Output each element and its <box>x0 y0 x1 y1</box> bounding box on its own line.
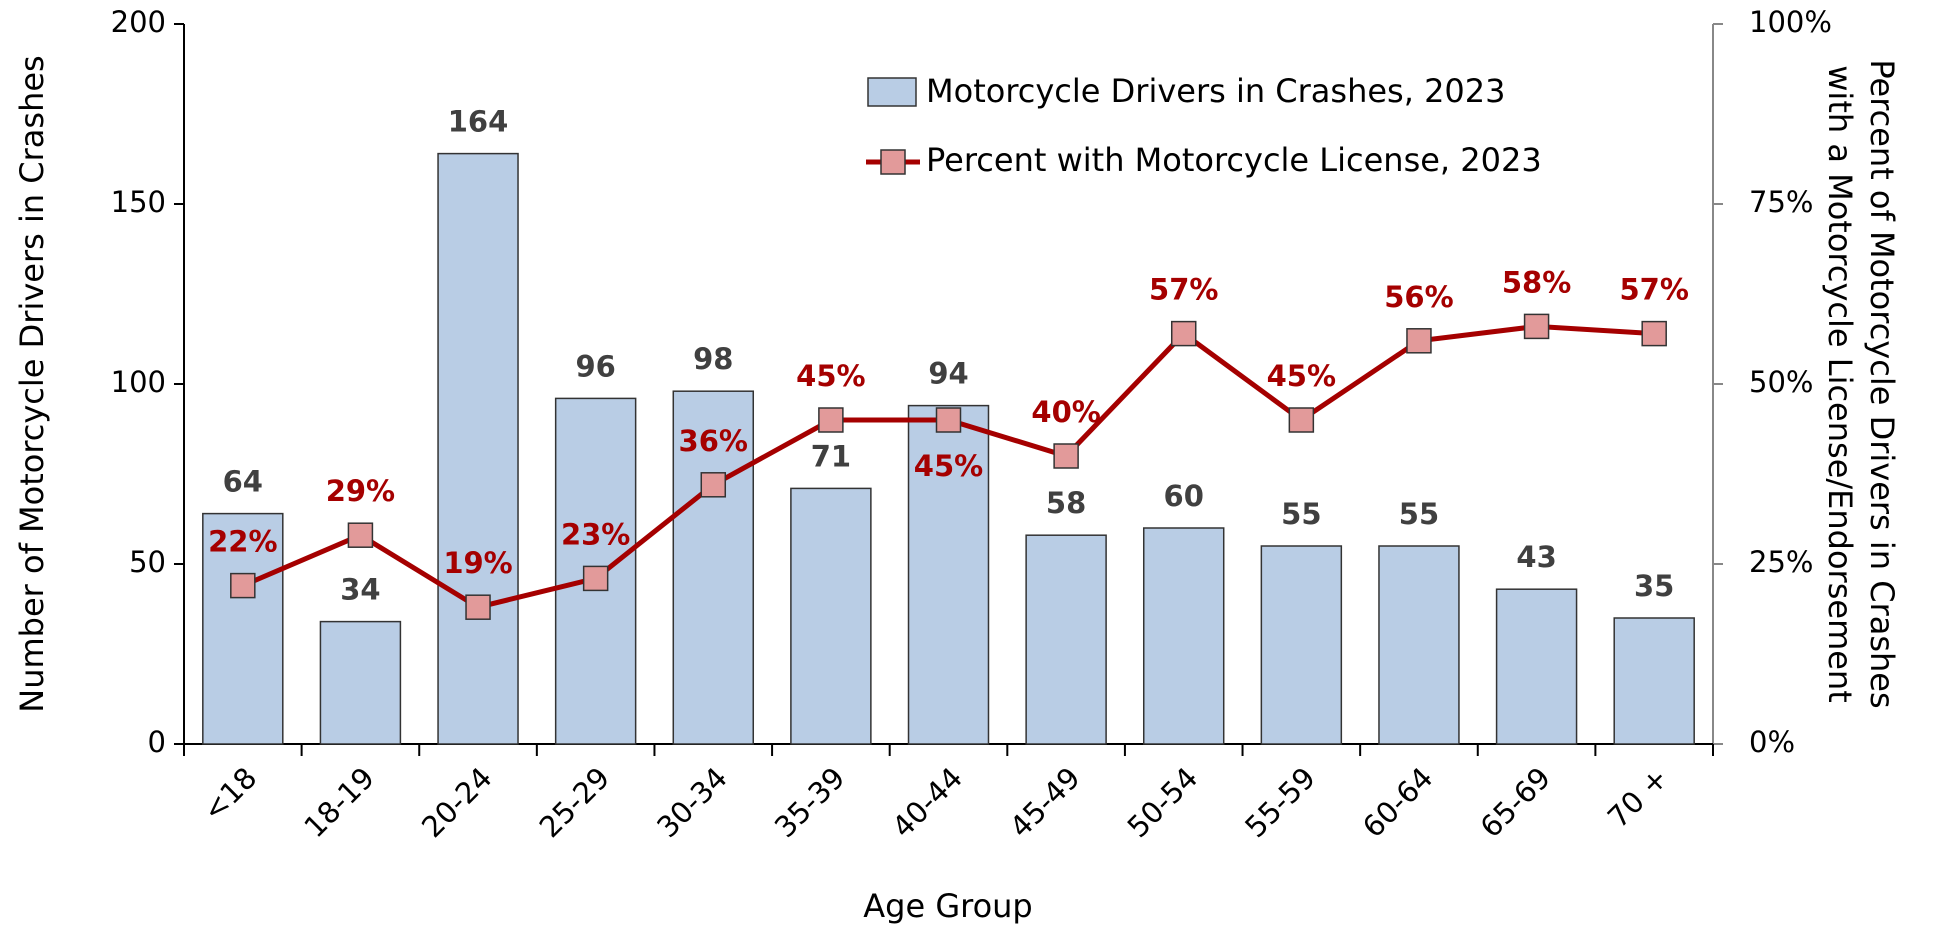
bar <box>1142 527 1225 745</box>
y-tick-label: 0 <box>148 725 166 759</box>
line-value-label: 19% <box>443 546 512 580</box>
bar <box>1613 617 1695 745</box>
x-tick-label: 70 + <box>1601 761 1675 835</box>
x-tick-label: 60-64 <box>1356 761 1440 845</box>
bar-value-label: 34 <box>340 573 380 607</box>
line-value-label: 40% <box>1031 395 1100 429</box>
bar <box>1025 534 1107 745</box>
x-tick-label: 30-34 <box>650 761 734 845</box>
line-marker <box>1170 320 1197 347</box>
x-tick-label: 50-54 <box>1121 761 1205 845</box>
line-value-label: 45% <box>914 449 983 483</box>
y-tick-label: 150 <box>111 185 166 219</box>
y-tick-label: 100 <box>111 365 166 399</box>
legend-label: Motorcycle Drivers in Crashes, 2023 <box>926 72 1506 110</box>
line-value-label: 29% <box>326 474 395 508</box>
bar <box>1260 545 1343 745</box>
bar-value-label: 98 <box>693 342 733 376</box>
line-value-label: 57% <box>1619 273 1688 307</box>
line-value-label: 23% <box>561 517 630 551</box>
bar-value-label: 60 <box>1164 479 1204 513</box>
y-tick-label: 200 <box>111 5 166 39</box>
line-marker <box>465 594 491 620</box>
line-marker <box>700 472 727 498</box>
legend-marker <box>880 149 906 175</box>
line-marker <box>1053 443 1079 469</box>
x-axis-label: Age Group <box>863 887 1032 925</box>
line-marker <box>935 407 962 433</box>
bar <box>1378 545 1460 745</box>
bar <box>672 390 755 745</box>
legend-label: Percent with Motorcycle License, 2023 <box>926 141 1542 179</box>
bar-value-label: 43 <box>1516 540 1556 574</box>
x-tick-label: 55-59 <box>1238 761 1322 845</box>
y2-tick-label: 100% <box>1749 5 1832 39</box>
bar-value-label: 35 <box>1634 569 1674 603</box>
x-tick-label: 18-19 <box>297 761 381 845</box>
line-value-label: 58% <box>1502 265 1571 299</box>
y2-tick-label: 25% <box>1749 545 1813 579</box>
bar-value-label: 164 <box>448 105 509 139</box>
line-value-label: 57% <box>1149 273 1218 307</box>
x-tick-label: 25-29 <box>533 761 617 845</box>
line-marker <box>1523 313 1550 340</box>
bar-value-label: 96 <box>575 349 615 383</box>
line-value-label: 22% <box>208 525 277 559</box>
line-value-label: 45% <box>1267 359 1336 393</box>
x-tick-label: 35-39 <box>768 761 852 845</box>
bar-value-label: 71 <box>811 439 851 473</box>
bar-value-label: 55 <box>1281 497 1321 531</box>
bar <box>437 152 519 745</box>
x-tick-label: 45-49 <box>1003 761 1087 845</box>
line-value-label: 56% <box>1384 280 1453 314</box>
x-tick-label: <18 <box>196 761 263 828</box>
bar <box>202 512 284 745</box>
legend-swatch <box>867 77 917 107</box>
bar-value-label: 58 <box>1046 486 1086 520</box>
line-marker <box>818 407 844 433</box>
line-marker <box>230 572 256 599</box>
y2-axis-label: Percent of Motorcycle Drivers in Crashes <box>1863 59 1901 708</box>
bar <box>1495 588 1578 745</box>
bar <box>319 620 402 745</box>
bar <box>790 487 872 745</box>
y2-tick-label: 50% <box>1749 365 1813 399</box>
line-marker <box>1288 407 1315 433</box>
bar-value-label: 94 <box>928 357 968 391</box>
y2-tick-label: 0% <box>1749 725 1795 759</box>
line-marker <box>1641 320 1667 347</box>
y2-axis-label: with a Motorcycle License/Endorsement <box>1821 65 1859 703</box>
y2-tick-label: 75% <box>1749 185 1813 219</box>
x-tick-label: 40-44 <box>885 761 969 845</box>
line-value-label: 45% <box>796 359 865 393</box>
bar-value-label: 64 <box>223 465 263 499</box>
line-marker <box>1406 328 1432 354</box>
bar <box>907 404 990 745</box>
x-tick-label: 20-24 <box>415 761 499 845</box>
line-marker <box>582 565 609 592</box>
line-value-label: 36% <box>679 424 748 458</box>
x-tick-label: 65-69 <box>1474 761 1558 845</box>
y-axis-label: Number of Motorcycle Drivers in Crashes <box>13 55 51 712</box>
y-tick-label: 50 <box>129 545 166 579</box>
line-marker <box>347 522 374 548</box>
bar-value-label: 55 <box>1399 497 1439 531</box>
